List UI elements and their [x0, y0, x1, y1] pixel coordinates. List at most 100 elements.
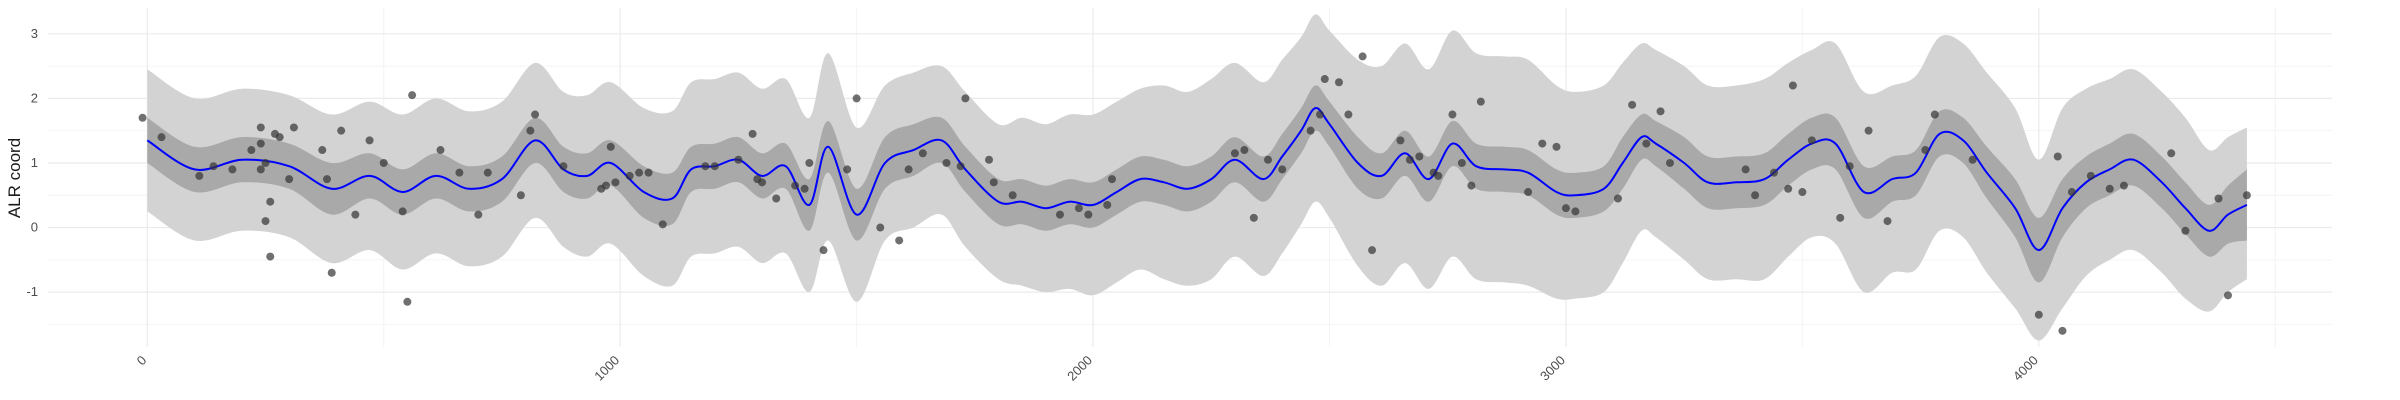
data-point [2242, 191, 2251, 200]
data-point [1368, 246, 1377, 255]
data-point [1230, 149, 1239, 158]
data-point [2053, 152, 2062, 161]
data-point [379, 158, 388, 167]
data-point [195, 171, 204, 180]
data-point [436, 146, 445, 155]
data-point [138, 113, 147, 122]
data-point [275, 133, 284, 142]
data-point [1008, 191, 1017, 200]
data-point [455, 168, 464, 177]
data-point [800, 184, 809, 193]
data-point [1055, 210, 1064, 219]
data-point [606, 142, 615, 151]
data-point [1864, 126, 1873, 135]
data-point [256, 165, 265, 174]
data-point [256, 123, 265, 132]
data-point [1476, 97, 1485, 106]
data-point [843, 165, 852, 174]
data-point [989, 178, 998, 187]
data-point [772, 194, 781, 203]
data-point [1770, 168, 1779, 177]
data-point [318, 146, 327, 155]
data-point [1457, 158, 1466, 167]
data-point [1784, 184, 1793, 193]
data-point [261, 158, 270, 167]
data-point [2058, 326, 2067, 335]
data-point [1552, 142, 1561, 151]
data-point [531, 110, 540, 119]
x-axis-tick-labels: 0 1000 2000 3000 4000 [134, 353, 2041, 384]
data-point [876, 223, 885, 232]
data-point [1642, 139, 1651, 148]
data-point [516, 191, 525, 200]
x-tick-label: 4000 [2010, 353, 2041, 384]
data-point [559, 162, 568, 171]
data-point [1467, 181, 1476, 190]
data-point [701, 162, 710, 171]
data-point [398, 207, 407, 216]
data-point [644, 168, 653, 177]
data-point [748, 129, 757, 138]
data-point [1656, 107, 1665, 116]
data-point [805, 158, 814, 167]
data-point [2214, 194, 2223, 203]
data-point [289, 123, 298, 132]
data-point [266, 197, 275, 206]
x-tick-label: 2000 [1064, 353, 1095, 384]
data-point [408, 91, 417, 100]
data-point [625, 171, 634, 180]
data-point [1107, 175, 1116, 184]
data-point [895, 236, 904, 245]
data-point [1921, 146, 1930, 155]
y-tick-label: 3 [31, 26, 38, 41]
y-tick-label: -1 [26, 284, 38, 299]
data-point [365, 136, 374, 145]
data-point [1316, 110, 1325, 119]
data-point [611, 178, 620, 187]
data-point [791, 181, 800, 190]
x-tick-label: 0 [134, 353, 150, 369]
data-point [635, 168, 644, 177]
data-point [1405, 155, 1414, 164]
data-point [266, 252, 275, 261]
data-point [961, 94, 970, 103]
x-tick-label: 3000 [1537, 353, 1568, 384]
data-point [1571, 207, 1580, 216]
data-point [1278, 165, 1287, 174]
data-point [351, 210, 360, 219]
data-point [228, 165, 237, 174]
data-point [1103, 200, 1112, 209]
data-point [2034, 310, 2043, 319]
data-point [852, 94, 861, 103]
y-tick-label: 1 [31, 155, 38, 170]
data-point [1306, 126, 1315, 135]
data-point [483, 168, 492, 177]
data-point [1344, 110, 1353, 119]
data-point [1264, 155, 1273, 164]
data-point [403, 297, 412, 306]
y-tick-label: 0 [31, 220, 38, 235]
confidence-bands [147, 14, 2247, 341]
data-point [2167, 149, 2176, 158]
data-point [601, 181, 610, 190]
data-point [942, 158, 951, 167]
data-point [2119, 181, 2128, 190]
data-point [2181, 226, 2190, 235]
observation-points [138, 52, 2251, 335]
data-point [2067, 188, 2076, 197]
data-point [1524, 188, 1533, 197]
data-point [1883, 217, 1892, 226]
data-point [2086, 171, 2095, 180]
data-point [1788, 81, 1797, 90]
data-point [327, 268, 336, 277]
data-point [1074, 204, 1083, 213]
data-point [985, 155, 994, 164]
data-point [1249, 213, 1258, 222]
data-point [1334, 78, 1343, 87]
data-point [1561, 204, 1570, 213]
data-point [658, 220, 667, 229]
data-point [337, 126, 346, 135]
data-point [758, 178, 767, 187]
y-tick-label: 2 [31, 90, 38, 105]
